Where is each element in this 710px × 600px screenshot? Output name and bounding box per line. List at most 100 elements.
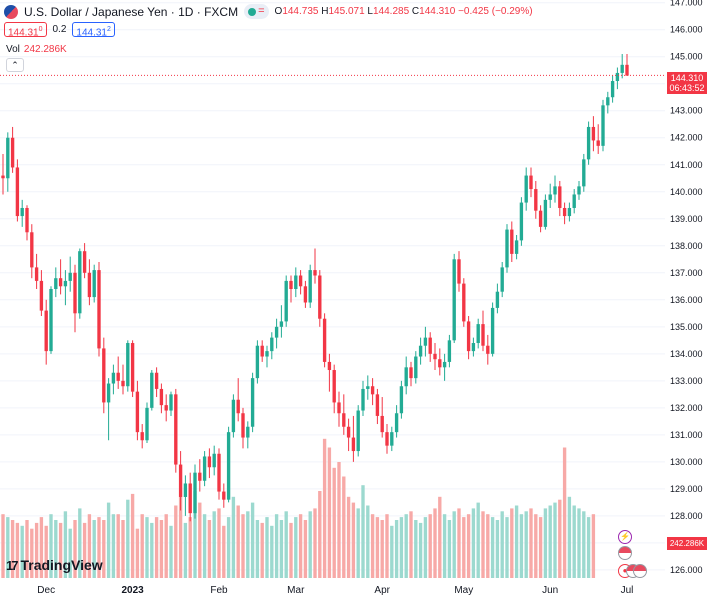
candle-body: [34, 267, 39, 281]
candle-body: [97, 270, 101, 349]
volume-price-tag: 242.286K: [667, 537, 707, 550]
us-flag-icon[interactable]: [633, 564, 647, 578]
candle-body: [265, 351, 269, 357]
volume-bar: [44, 525, 48, 578]
candle-body: [394, 413, 399, 433]
volume-bar: [130, 493, 135, 578]
volume-bar: [298, 514, 303, 578]
candle-body: [39, 280, 44, 311]
candle-body: [438, 359, 442, 368]
candle-body: [6, 137, 10, 179]
currency-flag-icon: [4, 4, 18, 19]
volume-bar: [58, 522, 63, 578]
volume-bar: [342, 476, 346, 578]
volume-bar: [433, 508, 437, 578]
current-price-label: 144.310: [670, 73, 704, 83]
candle-body: [255, 345, 260, 379]
candle-body: [25, 207, 29, 233]
candle-body: [586, 126, 591, 160]
volume-bar: [1, 514, 5, 578]
volume-bar: [553, 502, 557, 578]
volume-bar: [222, 525, 226, 578]
close-label: C: [411, 6, 420, 17]
volume-bar: [519, 514, 524, 578]
candle-body: [73, 272, 77, 314]
candle-body: [366, 386, 370, 389]
volume-bar: [586, 517, 591, 578]
volume-bar: [380, 520, 384, 578]
buy-button[interactable]: 144.312: [72, 22, 115, 38]
candle-body: [116, 372, 120, 381]
symbol-title[interactable]: U.S. Dollar / Japanese Yen · 1D · FXCM: [24, 4, 239, 19]
candle-body: [246, 426, 250, 438]
candle-body: [471, 343, 476, 352]
volume-bar: [150, 522, 154, 578]
candle-body: [414, 356, 418, 379]
volume-bar: [558, 499, 562, 578]
candle-body: [222, 491, 226, 500]
volume-bar: [399, 517, 404, 578]
candle-body: [342, 413, 346, 427]
candle-body: [577, 186, 581, 195]
volume-bar: [414, 520, 418, 578]
symbol-legend[interactable]: U.S. Dollar / Japanese Yen · 1D · FXCM =…: [4, 4, 533, 19]
candle-body: [308, 270, 312, 303]
volume-legend[interactable]: Vol 242.286K: [6, 44, 67, 55]
volume-bar: [538, 517, 543, 578]
volume-bar: [10, 520, 15, 578]
candle-body: [183, 483, 188, 497]
candle-body: [279, 321, 284, 327]
indicator-status-pill[interactable]: =: [244, 4, 269, 19]
volume-bar: [471, 508, 476, 578]
volume-bar: [20, 525, 24, 578]
volume-bar: [409, 511, 413, 578]
candlestick-chart[interactable]: [0, 0, 665, 578]
volume-bar: [106, 502, 111, 578]
volume-bar: [217, 508, 221, 578]
volume-bar: [274, 514, 279, 578]
candle-body: [140, 432, 144, 441]
volume-bar: [116, 514, 120, 578]
volume-bar: [159, 520, 164, 578]
volume-bar: [548, 505, 552, 578]
open-label: O: [274, 6, 283, 17]
volume-bar: [476, 502, 480, 578]
volume-bar: [188, 517, 192, 578]
price-tick-label: 147.000: [670, 0, 703, 8]
candle-body: [63, 280, 68, 287]
candle-body: [606, 97, 610, 106]
volume-bar: [562, 447, 567, 578]
time-axis[interactable]: Dec 2023 Feb Mar Apr May Jun Jul: [0, 578, 710, 600]
candle-body: [126, 343, 130, 387]
candle-body: [620, 64, 624, 73]
tradingview-logo[interactable]: 17 TradingView: [6, 557, 103, 573]
collapse-legend-button[interactable]: ⌃: [6, 58, 24, 72]
candle-body: [428, 337, 432, 354]
volume-bar: [351, 502, 356, 578]
price-tick-label: 129.000: [670, 484, 703, 494]
price-axis[interactable]: 147.000146.000145.000144.000143.000142.0…: [665, 0, 710, 578]
volume-bar: [265, 517, 269, 578]
us-flag-icon[interactable]: [618, 546, 632, 560]
volume-bar: [279, 520, 284, 578]
price-tick-label: 137.000: [670, 268, 703, 278]
volume-bar: [198, 502, 202, 578]
volume-bar: [438, 496, 442, 578]
candle-body: [543, 199, 548, 227]
volume-bar: [452, 511, 456, 578]
candle-body: [361, 388, 365, 411]
candle-body: [572, 194, 576, 208]
lightning-icon[interactable]: ⚡: [618, 530, 632, 544]
volume-bar: [126, 499, 130, 578]
chart-area[interactable]: [0, 0, 665, 578]
price-tick-label: 141.000: [670, 160, 703, 170]
volume-bar: [390, 525, 394, 578]
tradingview-mark-icon: 17: [6, 557, 19, 573]
volume-bar: [303, 520, 308, 578]
volume-bar: [92, 520, 96, 578]
sell-button[interactable]: 144.310: [4, 22, 47, 38]
volume-bar: [514, 505, 519, 578]
volume-bar: [318, 491, 322, 578]
candle-body: [164, 405, 168, 411]
candle-body: [198, 472, 202, 481]
